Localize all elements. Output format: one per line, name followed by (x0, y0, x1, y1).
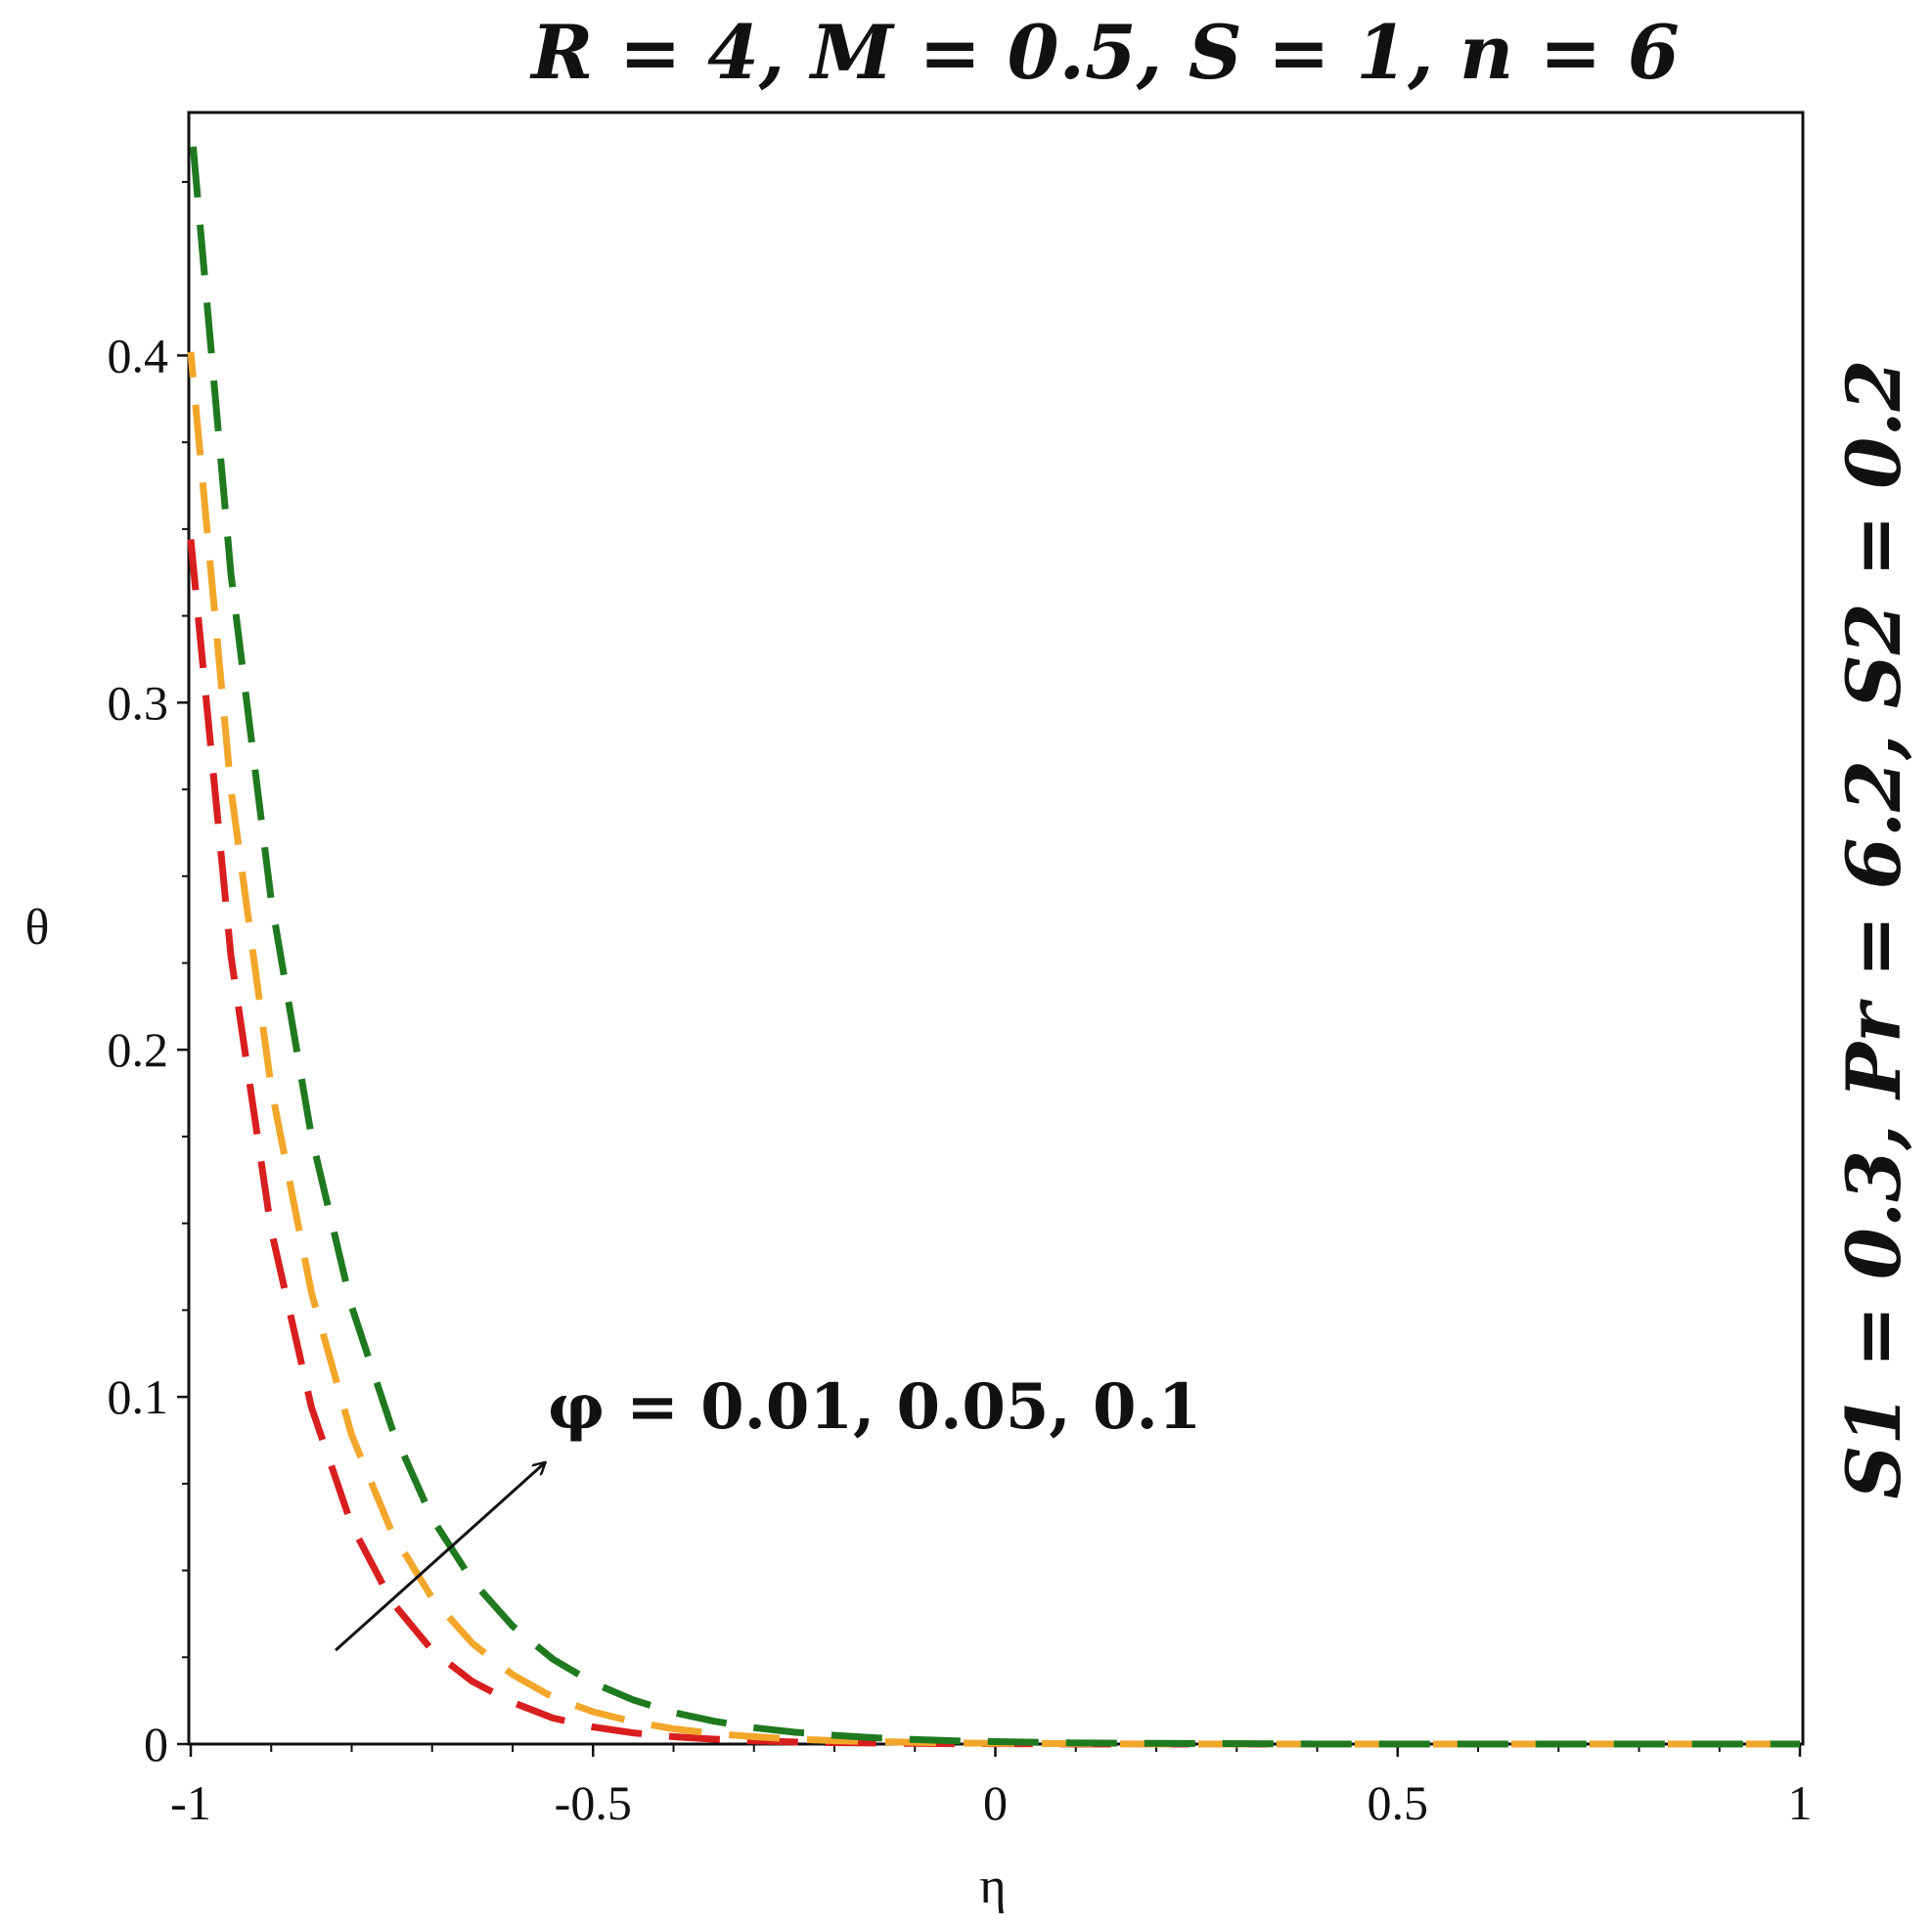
y-tick-label: 0.2 (108, 1022, 169, 1077)
x-tick-label: -1 (170, 1775, 211, 1830)
y-tick-label: 0.3 (108, 675, 169, 730)
x-axis-label: η (979, 1858, 1006, 1914)
direction-arrow (335, 1463, 545, 1652)
y-axis-label: θ (25, 900, 50, 956)
chart-title: R = 4, M = 0.5, S = 1, n = 6 (529, 9, 1679, 96)
x-tick-label: 0 (983, 1775, 1008, 1830)
curve-annotation: φ = 0.01, 0.05, 0.1 (548, 1370, 1201, 1444)
x-axis-ticks: -1 -0.5 0 0.5 1 (170, 1744, 1813, 1830)
y-axis-ticks: 0 0.1 0.2 0.3 0.4 (108, 180, 189, 1771)
plot-area-frame (187, 111, 1805, 1746)
y-tick-label: 0.4 (108, 328, 169, 382)
side-annotation: S1 = 0.3, Pr = 6.2, S2 = 0.2 (1830, 359, 1917, 1499)
x-tick-label: 0.5 (1368, 1775, 1429, 1830)
y-tick-label: 0.1 (108, 1369, 169, 1424)
x-tick-label: -0.5 (555, 1775, 632, 1830)
x-tick-label: 1 (1788, 1775, 1813, 1830)
series-line-2 (187, 351, 1800, 1748)
series-line-3 (187, 118, 1800, 1748)
series-layer (187, 118, 1800, 1748)
y-tick-label: 0 (144, 1717, 168, 1771)
